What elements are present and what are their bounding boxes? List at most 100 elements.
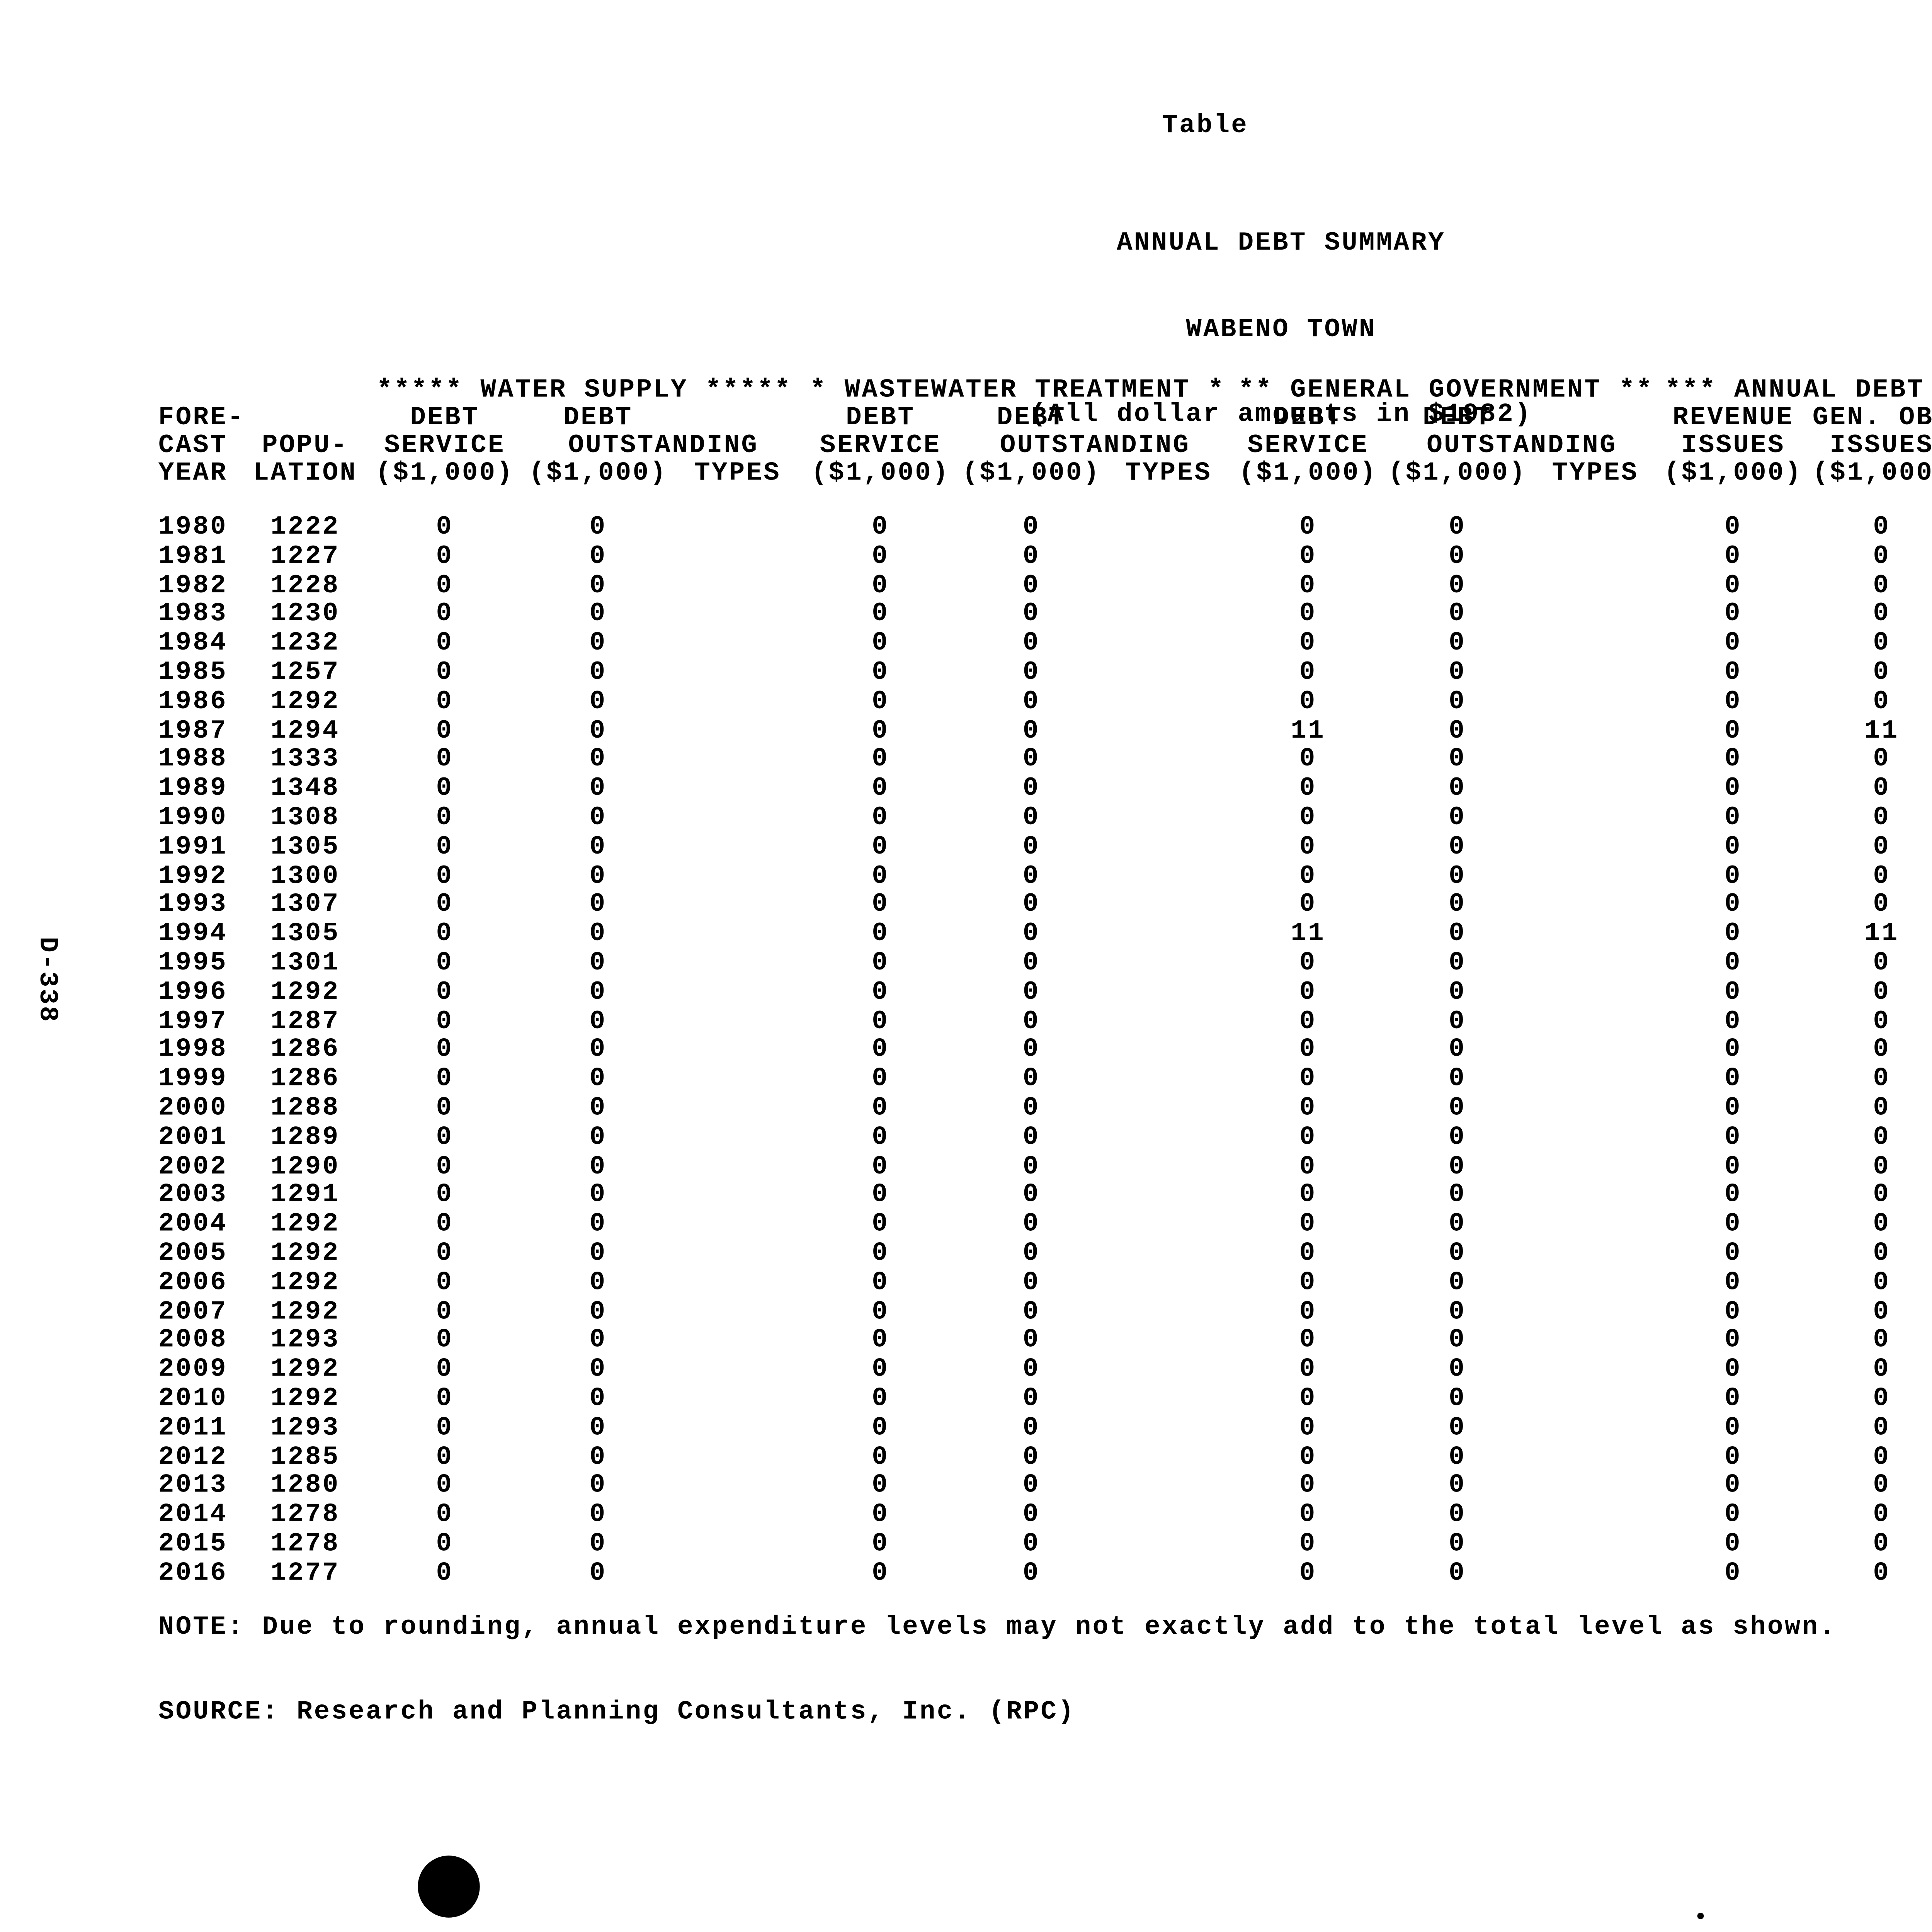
cell-water-supply-debt-outstanding: 0 [589,716,607,745]
cell-year: 1999 [158,1064,228,1094]
cell-water-supply-debt-outstanding: 0 [589,1442,607,1471]
cell-annual-debt-service-revenue-issues: 0 [1725,774,1742,803]
ink-speck [1697,1913,1704,1919]
cell-year: 2005 [158,1238,228,1268]
cell-water-supply-debt-service: 0 [436,512,454,542]
cell-general-government-types [1531,1356,1660,1385]
cell-wastewater-types [1105,718,1232,747]
cell-year: 2007 [158,1296,228,1326]
cell-population: 1300 [270,861,340,891]
cell-wastewater-debt-outstanding: 0 [1022,919,1040,949]
cell-wastewater-types [1105,776,1232,804]
cell-wastewater-types [1105,1153,1232,1182]
cell-population: 1278 [270,1529,340,1559]
cell-wastewater-debt-outstanding: 0 [1022,1500,1040,1529]
table-row: 2012128500000000000 [158,1442,1932,1473]
cell-wastewater-types [1105,1473,1232,1502]
cell-population: 1222 [270,512,340,542]
cell-water-supply-debt-outstanding: 0 [589,1296,607,1326]
cell-general-government-types [1531,1502,1660,1531]
cell-wastewater-debt-service: 0 [872,1500,889,1529]
cell-year: 2012 [158,1442,228,1471]
footnote: NOTE: Due to rounding, annual expenditur… [158,1612,1837,1642]
cell-wastewater-types [1105,1182,1232,1211]
cell-annual-debt-service-gen-ob-issues: 0 [1873,1442,1891,1471]
cell-water-supply-debt-service: 0 [436,1209,454,1239]
column-header: DEBT [1273,403,1343,433]
cell-annual-debt-service-gen-ob-issues: 0 [1873,1238,1891,1268]
cell-annual-debt-service-gen-ob-issues: 0 [1873,1151,1891,1181]
cell-general-government-debt-service: 0 [1299,1413,1317,1442]
cell-annual-debt-service-revenue-issues: 0 [1725,919,1742,949]
cell-year: 1984 [158,628,228,658]
cell-general-government-types [1531,1008,1660,1037]
column-header: TYPES [1125,458,1212,488]
cell-general-government-debt-service: 0 [1299,890,1317,920]
cell-water-supply-debt-service: 0 [436,687,454,716]
cell-annual-debt-service-gen-ob-issues: 0 [1873,1325,1891,1355]
cell-annual-debt-service-gen-ob-issues: 0 [1873,628,1891,658]
cell-water-supply-types [672,1415,803,1444]
report-units-note: (All dollar amounts in $1982) [1030,400,1532,429]
cell-water-supply-debt-service: 0 [436,1413,454,1442]
cell-water-supply-debt-service: 0 [436,890,454,920]
cell-water-supply-debt-service: 0 [436,716,454,745]
cell-water-supply-types [672,1008,803,1037]
cell-annual-debt-service-gen-ob-issues: 11 [1864,919,1899,949]
cell-water-supply-debt-service: 0 [436,541,454,571]
cell-wastewater-debt-service: 0 [872,919,889,949]
cell-general-government-debt-service: 0 [1299,512,1317,542]
table-row: 1985125700000000000 [158,658,1932,688]
table-row: 2009129200000000000 [158,1355,1932,1385]
cell-annual-debt-service-revenue-issues: 0 [1725,1558,1742,1588]
cell-wastewater-debt-outstanding: 0 [1022,774,1040,803]
column-header: ($1,000) [811,458,950,488]
cell-water-supply-debt-outstanding: 0 [589,1558,607,1588]
cell-water-supply-debt-outstanding: 0 [589,774,607,803]
cell-wastewater-debt-service: 0 [872,1296,889,1326]
cell-general-government-debt-outstanding: 0 [1449,541,1466,571]
cell-general-government-debt-service: 0 [1299,1325,1317,1355]
cell-wastewater-debt-outstanding: 0 [1022,803,1040,832]
table-row: 1986129200000000000 [158,687,1932,717]
cell-year: 1992 [158,861,228,891]
cell-general-government-debt-outstanding: 0 [1449,861,1466,891]
cell-water-supply-types [672,1298,803,1327]
cell-general-government-debt-service: 0 [1299,1355,1317,1384]
cell-population: 1294 [270,716,340,745]
cell-general-government-debt-service: 0 [1299,570,1317,600]
cell-wastewater-types [1105,979,1232,1008]
cell-population: 1285 [270,1442,340,1471]
cell-annual-debt-service-gen-ob-issues: 0 [1873,977,1891,1007]
table-row: 1984123200000000000 [158,628,1932,659]
table-row: 1980122200000000000 [158,512,1932,543]
cell-year: 1994 [158,919,228,949]
cell-water-supply-types [672,1037,803,1066]
group-header: ** GENERAL GOVERNMENT ** [1238,375,1654,405]
cell-general-government-debt-outstanding: 0 [1449,919,1466,949]
cell-population: 1286 [270,1035,340,1065]
cell-water-supply-types [672,979,803,1008]
cell-wastewater-types [1105,1269,1232,1298]
cell-population: 1278 [270,1500,340,1529]
column-header: LATION [253,458,357,488]
column-header: ($1,000) [1388,458,1527,488]
cell-year: 1998 [158,1035,228,1065]
cell-annual-debt-service-revenue-issues: 0 [1725,541,1742,571]
cell-water-supply-debt-outstanding: 0 [589,1500,607,1529]
cell-general-government-types [1531,1444,1660,1473]
cell-wastewater-debt-outstanding: 0 [1022,1209,1040,1239]
cell-population: 1289 [270,1122,340,1152]
table-row: 1982122800000000000 [158,570,1932,601]
source-note: SOURCE: Research and Planning Consultant… [158,1697,1075,1727]
cell-wastewater-debt-service: 0 [872,774,889,803]
cell-water-supply-debt-outstanding: 0 [589,1325,607,1355]
cell-general-government-types [1531,514,1660,543]
side-margin-label: D-338 [32,937,62,1024]
cell-water-supply-debt-service: 0 [436,977,454,1007]
cell-general-government-debt-service: 0 [1299,1442,1317,1471]
cell-general-government-debt-outstanding: 0 [1449,1093,1466,1123]
table-row: 2010129200000000000 [158,1384,1932,1414]
cell-wastewater-debt-service: 0 [872,1471,889,1500]
column-header: TYPES [694,458,781,488]
